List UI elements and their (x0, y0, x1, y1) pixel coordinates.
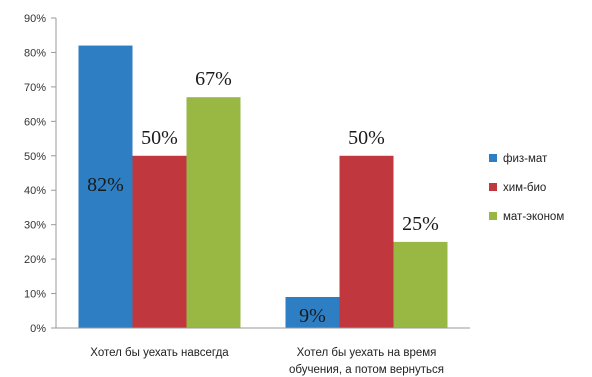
data-labels: 82% 50% 67% 9% 50% 25% (87, 68, 439, 327)
bar-мат-эконом (186, 97, 241, 328)
x-category-label: Хотел бы уехать навсегда (90, 347, 229, 359)
y-tick-label: 30% (24, 220, 46, 232)
y-tick-label: 50% (24, 151, 46, 163)
y-tick-label: 20% (24, 254, 46, 266)
y-tick-label: 0% (30, 323, 46, 335)
y-tick-label: 70% (24, 82, 46, 94)
legend-label: физ-мат (503, 153, 548, 165)
data-label: 50% (141, 127, 178, 149)
legend-label: хим-био (503, 182, 546, 194)
data-label: 82% (87, 174, 124, 196)
bar-мат-эконом (393, 241, 448, 328)
data-label: 9% (299, 305, 326, 327)
bar-физ-мат (78, 45, 133, 329)
y-tick-label: 90% (24, 13, 46, 25)
legend-swatch (489, 212, 497, 220)
y-tick-label: 80% (24, 47, 46, 59)
y-tick-label: 60% (24, 116, 46, 128)
x-axis: Хотел бы уехать навсегда Хотел бы уехать … (56, 327, 470, 376)
bar-физ-мат (285, 297, 340, 328)
data-label: 50% (348, 127, 385, 149)
x-category-label: Хотел бы уехать на время (297, 347, 437, 359)
legend: физ-мат хим-био мат-эконом (489, 153, 564, 223)
legend-label: мат-эконом (503, 211, 564, 223)
bar-хим-био (339, 155, 394, 328)
legend-swatch (489, 183, 497, 191)
y-tick-label: 10% (24, 289, 46, 301)
data-label: 25% (402, 213, 439, 235)
x-category-label: обучения, а потом вернуться (289, 364, 444, 376)
y-axis: 0% 10% 20% 30% 40% 50% 60% 70% 80% 90% (24, 13, 57, 335)
plot-area (78, 45, 448, 329)
data-label: 67% (195, 68, 232, 90)
legend-swatch (489, 154, 497, 162)
bar-хим-био (132, 155, 187, 328)
y-tick-label: 40% (24, 185, 46, 197)
